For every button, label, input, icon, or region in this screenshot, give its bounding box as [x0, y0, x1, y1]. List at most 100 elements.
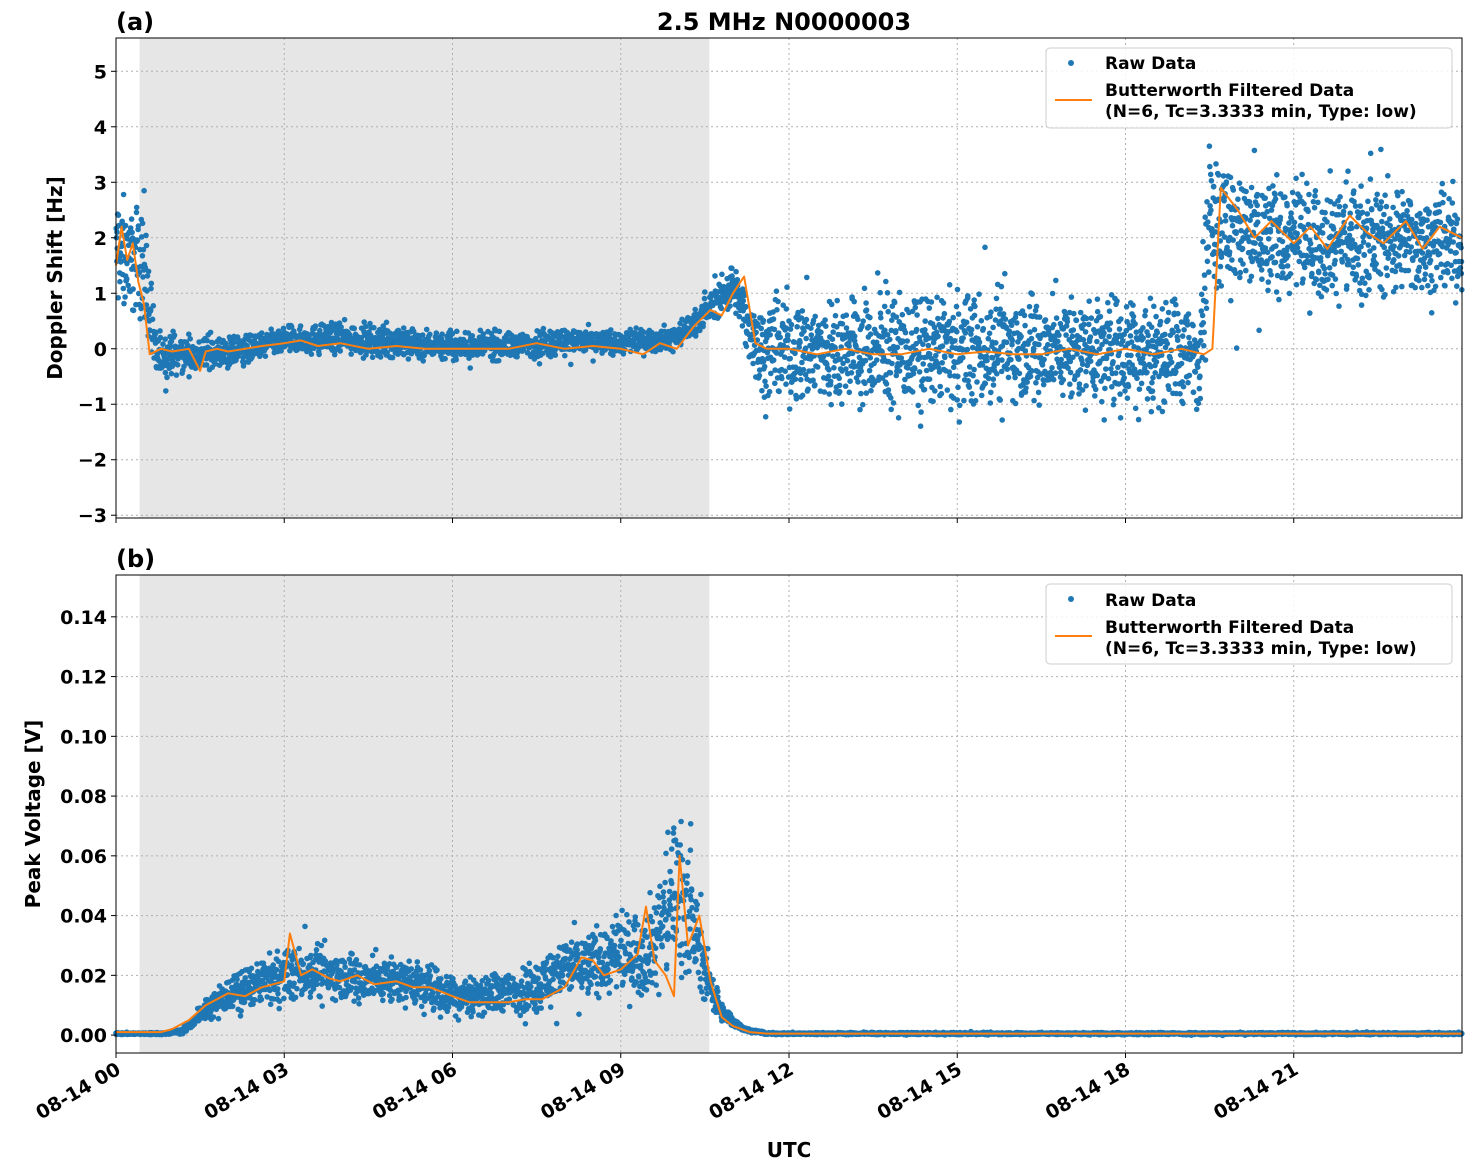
raw-data-point [1083, 315, 1090, 322]
raw-data-point [866, 367, 873, 374]
raw-data-point [1082, 407, 1089, 414]
raw-data-point [1157, 318, 1164, 325]
raw-data-point [133, 204, 140, 211]
raw-data-point [712, 273, 718, 279]
raw-data-point [954, 328, 960, 335]
raw-data-point [1173, 301, 1179, 308]
raw-data-point [978, 317, 985, 324]
raw-data-point [758, 325, 764, 332]
raw-data-point [371, 324, 377, 331]
raw-data-point [1391, 257, 1397, 263]
raw-data-point [1087, 358, 1094, 365]
raw-data-point [215, 1015, 222, 1022]
raw-data-point [1186, 372, 1193, 379]
raw-data-point [844, 357, 851, 364]
raw-data-point [955, 311, 962, 317]
raw-data-point [954, 286, 961, 293]
raw-data-point [1341, 229, 1348, 236]
raw-data-point [292, 994, 299, 1001]
raw-data-point [1454, 216, 1461, 222]
raw-data-point [889, 317, 895, 324]
raw-data-point [770, 316, 777, 322]
raw-data-point [1268, 272, 1274, 278]
raw-data-point [799, 359, 805, 366]
raw-data-point [308, 952, 314, 959]
raw-data-point [153, 330, 159, 336]
raw-data-point [1208, 178, 1215, 184]
raw-data-point [1316, 269, 1322, 276]
raw-data-point [312, 323, 319, 329]
raw-data-point [1442, 283, 1448, 289]
y-tick-label: −1 [78, 394, 107, 416]
raw-data-point [160, 341, 166, 348]
raw-data-point [1036, 314, 1043, 320]
raw-data-point [1226, 249, 1233, 255]
raw-data-point [244, 342, 250, 349]
raw-data-point [1101, 417, 1107, 423]
raw-data-point [910, 370, 917, 377]
raw-data-point [1364, 211, 1371, 217]
raw-data-point [788, 389, 794, 395]
raw-data-point [1345, 168, 1351, 174]
raw-data-point [904, 338, 910, 344]
raw-data-point [389, 354, 396, 361]
raw-data-point [1029, 291, 1035, 297]
raw-data-point [772, 380, 778, 387]
raw-data-point [974, 379, 980, 385]
raw-data-point [453, 356, 460, 363]
raw-data-point [896, 368, 903, 374]
raw-data-point [1049, 365, 1055, 371]
raw-data-point [1265, 287, 1271, 294]
raw-data-point [1230, 187, 1237, 193]
raw-data-point [1449, 275, 1455, 282]
raw-data-point [1164, 340, 1171, 347]
raw-data-point [281, 995, 287, 1002]
night-shade-span [139, 38, 710, 518]
raw-data-point [278, 348, 284, 354]
raw-data-point [917, 423, 924, 430]
raw-data-point [1159, 306, 1166, 312]
raw-data-point [1333, 249, 1339, 255]
raw-data-point [1083, 368, 1089, 375]
raw-data-point [785, 332, 791, 338]
raw-data-point [1016, 370, 1023, 377]
raw-data-point [496, 328, 503, 335]
raw-data-point [925, 342, 932, 349]
raw-data-point [207, 329, 214, 336]
raw-data-point [968, 326, 975, 333]
raw-data-point [799, 392, 806, 399]
legend-filtered-label-line1: Butterworth Filtered Data [1105, 81, 1354, 101]
raw-data-point [1288, 210, 1294, 216]
raw-data-point [1409, 216, 1415, 223]
raw-data-point [864, 345, 870, 352]
raw-data-point [1280, 270, 1286, 276]
raw-data-point [918, 409, 924, 415]
raw-data-point [1124, 395, 1131, 402]
raw-data-point [855, 379, 861, 385]
raw-data-point [887, 370, 894, 376]
raw-data-point [1272, 196, 1279, 202]
raw-data-point [1140, 325, 1146, 331]
raw-data-point [1235, 196, 1241, 202]
raw-data-point [1142, 308, 1149, 314]
raw-data-point [915, 402, 921, 409]
raw-data-point [777, 334, 783, 341]
raw-data-point [1005, 374, 1012, 381]
raw-data-point [1033, 303, 1040, 310]
raw-data-point [1036, 341, 1042, 348]
raw-data-point [168, 338, 175, 345]
raw-data-point [125, 282, 131, 289]
raw-data-point [1395, 192, 1401, 199]
raw-data-point [1083, 383, 1089, 389]
raw-data-point [1353, 273, 1360, 280]
raw-data-point [1166, 386, 1172, 393]
raw-data-point [1210, 183, 1217, 190]
raw-data-point [902, 329, 909, 336]
raw-data-point [1094, 308, 1101, 315]
raw-data-point [1370, 228, 1376, 235]
raw-data-point [952, 338, 958, 344]
raw-data-point [1437, 219, 1444, 226]
raw-data-point [1022, 348, 1029, 354]
raw-data-point [1203, 299, 1209, 305]
raw-data-point [760, 317, 767, 324]
